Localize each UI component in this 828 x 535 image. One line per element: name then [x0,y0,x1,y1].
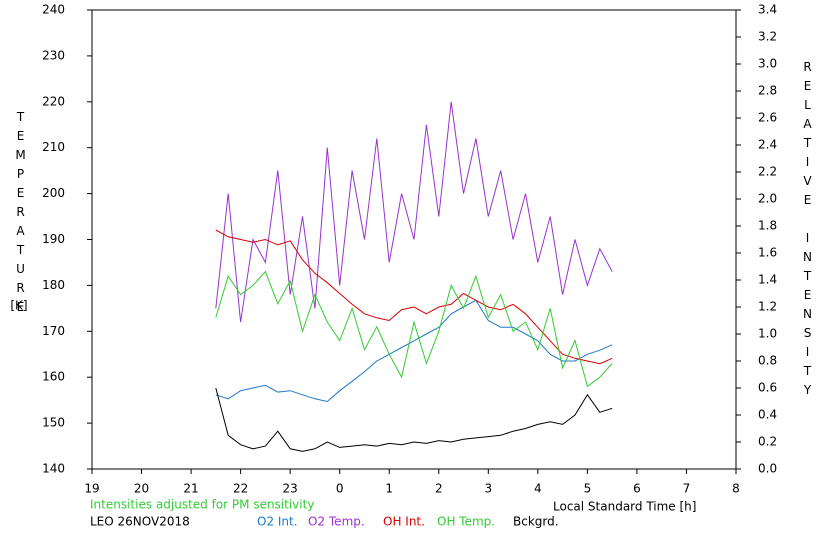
y2-tick-label: 1.4 [758,273,777,287]
y2-tick-label: 1.6 [758,246,777,260]
note: Intensities adjusted for PM sensitivity [90,498,314,512]
y2-tick-label: 1.2 [758,300,777,314]
x-tick-label: 1 [385,482,393,496]
y2-tick-label: 0.0 [758,462,777,476]
series-line [215,387,613,452]
y-tick-label: 220 [42,94,65,108]
y2-tick-label: 3.2 [758,30,777,44]
x-tick-label: 8 [732,482,740,496]
legend-entry: OH Int. [383,515,425,529]
y-tick-label: 230 [42,48,65,62]
y-tick-label: 150 [42,416,65,430]
legend-entry: O2 Int. [257,515,298,529]
x-tick-label: 19 [84,482,99,496]
station: LEO 26NOV2018 [90,515,190,529]
x-tick-label: 6 [633,482,641,496]
y2-tick-label: 0.8 [758,354,777,368]
y2-axis-label: RELATIVE INTENSITY [801,60,815,402]
y2-tick-label: 0.2 [758,435,777,449]
y-tick-label: 240 [42,3,65,17]
series-line [215,229,613,365]
y-tick-label: 160 [42,370,65,384]
y2-tick-label: 0.6 [758,381,777,395]
x-tick-label: 0 [336,482,344,496]
x-tick-label: 22 [233,482,248,496]
y2-tick-label: 2.4 [758,138,777,152]
y-tick-label: 200 [42,186,65,200]
x-tick-label: 4 [534,482,542,496]
x-tick-label: 23 [283,482,298,496]
x-tick-label: 2 [435,482,443,496]
legend-entry: O2 Temp. [308,515,365,529]
y2-tick-label: 2.2 [758,165,777,179]
y-tick-label: 190 [42,232,65,246]
y2-tick-label: 1.8 [758,219,777,233]
legend-entry: OH Temp. [437,515,495,529]
x-tick-label: 7 [683,482,691,496]
series-line [215,270,613,388]
y-tick-label: 210 [42,140,65,154]
y2-tick-label: 3.4 [758,3,777,17]
y2-tick-label: 2.8 [758,84,777,98]
series-line [215,101,613,323]
y-axis-unit: [K] [10,299,27,313]
y2-tick-label: 3.0 [758,57,777,71]
x-tick-label: 20 [134,482,149,496]
series-line [215,299,613,403]
x-tick-label: 3 [484,482,492,496]
y2-tick-label: 1.0 [758,327,777,341]
y2-tick-label: 2.0 [758,192,777,206]
y-tick-label: 180 [42,278,65,292]
x-tick-label: 5 [584,482,592,496]
x-tick-label: 21 [183,482,198,496]
y2-tick-label: 0.4 [758,408,777,422]
y2-tick-label: 2.6 [758,111,777,125]
y-tick-label: 170 [42,324,65,338]
y-axis-label: TEMPERATURE [14,110,28,319]
y-tick-label: 140 [42,462,65,476]
x-axis-label: Local Standard Time [h] [553,500,696,514]
legend-entry: Bckgrd. [513,515,559,529]
